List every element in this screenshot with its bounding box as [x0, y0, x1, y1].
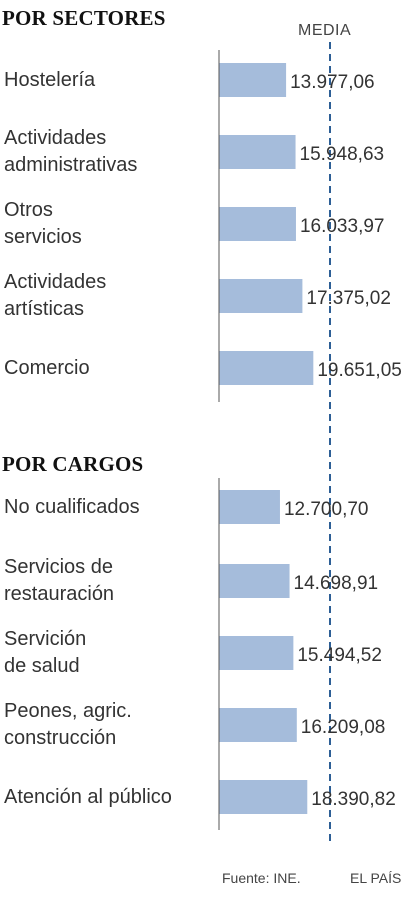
- category-label-0-2: Otros servicios: [4, 199, 82, 248]
- value-label-0-0: 13.977,06: [290, 72, 375, 93]
- bar-0-2: [219, 207, 296, 241]
- media-label: MEDIA: [298, 22, 352, 39]
- sectores-chart: 13.977,06 15.948,63 16.033,97 17.375,02 19.6…: [0, 0, 414, 420]
- sectores-svg: 13.977,06 15.948,63 16.033,97 17.375,02 19.6…: [218, 42, 402, 402]
- cargos-title: POR CARGOS: [2, 452, 144, 476]
- category-label-0-4: Comercio: [4, 356, 90, 379]
- value-label-1-2: 15.494,52: [297, 645, 382, 666]
- bar-1-1: [219, 564, 290, 598]
- source-note: Fuente: INE.: [222, 870, 301, 886]
- bar-1-0: [219, 490, 280, 524]
- value-label-1-4: 18.390,82: [311, 789, 396, 810]
- bar-0-0: [219, 63, 287, 97]
- bar-1-4: [219, 780, 308, 814]
- value-label-1-3: 16.209,08: [301, 717, 386, 738]
- value-label-0-1: 15.948,63: [300, 144, 385, 165]
- sectores-title: POR SECTORES: [2, 6, 166, 30]
- category-label-0-1: Actividades administrativas: [4, 127, 138, 176]
- category-label-0-0: Hostelería: [4, 68, 96, 91]
- category-label-1-4: Atención al público: [4, 785, 172, 808]
- bar-0-1: [219, 135, 296, 169]
- cargos-svg: 12.700,70 14.698,91 15.494,52 16.209,08 18.3…: [218, 402, 396, 845]
- bar-1-3: [219, 708, 297, 742]
- brand-credit: EL PAÍS: [350, 870, 402, 886]
- bar-1-2: [219, 636, 294, 670]
- category-label-1-0: No cualificados: [4, 495, 140, 518]
- bar-0-3: [219, 279, 303, 313]
- category-label-0-3: Actividades artísticas: [4, 271, 107, 320]
- bar-0-4: [219, 351, 314, 385]
- cargos-chart: 12.700,70 14.698,91 15.494,52 16.209,08 18.3…: [218, 402, 396, 845]
- value-label-0-4: 19.651,05: [317, 360, 402, 381]
- value-label-0-3: 17.375,02: [306, 288, 391, 309]
- value-label-1-0: 12.700,70: [284, 499, 369, 520]
- category-label-1-1: Servicios de restauración: [4, 556, 115, 605]
- value-label-1-1: 14.698,91: [294, 573, 379, 594]
- value-label-0-2: 16.033,97: [300, 216, 385, 237]
- category-label-1-2: Servición de salud: [4, 628, 87, 677]
- category-label-1-3: Peones, agric. construcción: [4, 700, 132, 749]
